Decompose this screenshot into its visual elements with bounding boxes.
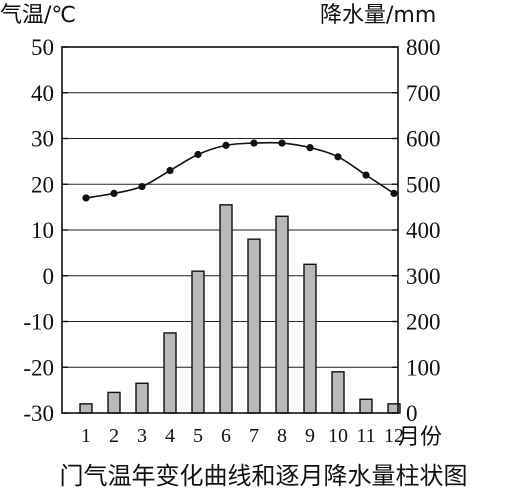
right-tick-label: 800 bbox=[406, 35, 441, 60]
x-tick-label: 2 bbox=[109, 425, 119, 447]
right-axis-label: 降水量/mm bbox=[320, 3, 436, 28]
left-axis-label: 气温/℃ bbox=[0, 3, 76, 28]
x-tick-label: 8 bbox=[277, 425, 287, 447]
x-tick-label: 10 bbox=[328, 425, 348, 447]
precipitation-bar bbox=[219, 204, 233, 414]
precipitation-bar bbox=[247, 238, 261, 414]
precipitation-bar bbox=[107, 391, 121, 414]
left-tick-label: 20 bbox=[31, 172, 54, 197]
temperature-point bbox=[166, 166, 174, 175]
precipitation-bar bbox=[191, 270, 205, 414]
temperature-point bbox=[362, 171, 370, 179]
precipitation-bar bbox=[303, 263, 317, 414]
left-tick-label: 30 bbox=[31, 127, 54, 152]
precipitation-bar bbox=[163, 332, 177, 414]
right-tick-label: 200 bbox=[406, 310, 441, 335]
left-tick-label: 10 bbox=[31, 218, 54, 243]
precipitation-bars bbox=[79, 204, 401, 414]
precipitation-bar bbox=[275, 215, 289, 414]
right-tick-label: 0 bbox=[406, 401, 418, 426]
temperature-line bbox=[85, 141, 395, 199]
chart-caption: 门气温年变化曲线和逐月降水量柱状图 bbox=[59, 462, 468, 490]
left-tick-label: 50 bbox=[31, 35, 54, 60]
left-tick-label: 0 bbox=[43, 264, 55, 289]
x-tick-label: 3 bbox=[137, 425, 147, 447]
left-tick-label: -30 bbox=[23, 401, 54, 426]
x-tick-label: 12 bbox=[384, 425, 404, 447]
x-axis-unit-label: 月份 bbox=[398, 425, 442, 450]
temperature-point bbox=[194, 150, 202, 159]
precipitation-bar bbox=[79, 403, 93, 414]
x-tick-label: 6 bbox=[221, 425, 231, 447]
precipitation-bar bbox=[359, 398, 373, 414]
temperature-point bbox=[306, 144, 314, 152]
left-tick-label: -20 bbox=[23, 355, 54, 380]
precipitation-bar bbox=[331, 371, 345, 414]
temperature-point bbox=[138, 182, 146, 191]
x-tick-label: 9 bbox=[305, 425, 315, 447]
temperature-point bbox=[222, 141, 230, 149]
temperature-point bbox=[110, 189, 118, 197]
temperature-point bbox=[250, 139, 258, 147]
right-tick-label: 700 bbox=[406, 81, 441, 106]
precipitation-bar bbox=[135, 382, 149, 414]
right-tick-label: 300 bbox=[406, 264, 441, 289]
right-tick-label: 100 bbox=[406, 355, 441, 380]
x-tick-label: 1 bbox=[81, 425, 91, 447]
temperature-point bbox=[82, 194, 90, 202]
temperature-point bbox=[334, 153, 342, 161]
left-tick-label: 40 bbox=[31, 81, 54, 106]
right-tick-label: 500 bbox=[406, 172, 441, 197]
x-axis-ticks: 1 2 3 4 5 6 7 8 9 10 11 12 bbox=[81, 425, 404, 447]
temperature-point bbox=[390, 189, 398, 197]
left-tick-label: -10 bbox=[23, 310, 54, 335]
left-axis-ticks: 50 40 30 20 10 0 -10 -20 -30 bbox=[23, 35, 68, 426]
right-tick-label: 400 bbox=[406, 218, 441, 243]
x-tick-label: 5 bbox=[193, 425, 203, 447]
right-axis-ticks: 800 700 600 500 400 300 200 100 0 bbox=[392, 35, 441, 426]
x-tick-label: 11 bbox=[356, 425, 375, 447]
temperature-points bbox=[82, 139, 398, 202]
temperature-point bbox=[278, 139, 286, 147]
x-tick-label: 7 bbox=[249, 425, 259, 447]
right-tick-label: 600 bbox=[406, 127, 441, 152]
x-tick-label: 4 bbox=[165, 425, 175, 447]
